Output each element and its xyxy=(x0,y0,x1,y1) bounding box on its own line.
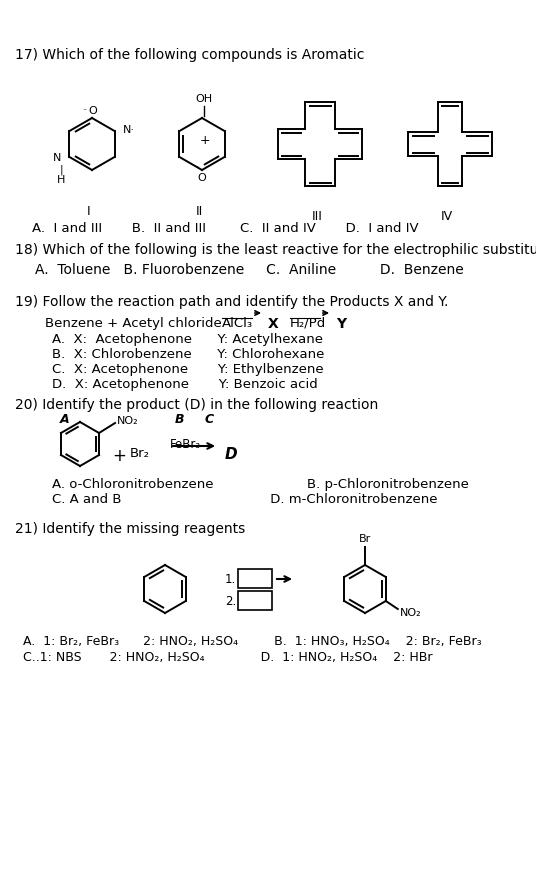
Text: III: III xyxy=(311,210,323,222)
Text: ··: ·· xyxy=(204,163,210,172)
Text: O: O xyxy=(88,106,98,116)
Text: ··: ·· xyxy=(83,106,87,115)
Text: 1.: 1. xyxy=(225,572,236,586)
Text: Br₂: Br₂ xyxy=(130,447,150,460)
Text: A.  1: Br₂, FeBr₃      2: HNO₂, H₂SO₄         B.  1: HNO₃, H₂SO₄    2: Br₂, FeBr: A. 1: Br₂, FeBr₃ 2: HNO₂, H₂SO₄ B. 1: HN… xyxy=(15,634,482,648)
Text: +: + xyxy=(200,135,210,147)
Text: D.  X: Acetophenone       Y: Benzoic acid: D. X: Acetophenone Y: Benzoic acid xyxy=(35,377,318,391)
Text: 2.: 2. xyxy=(225,595,236,607)
Text: C. A and B                                   D. m-Chloronitrobenzene: C. A and B D. m-Chloronitrobenzene xyxy=(35,493,437,505)
Text: Br: Br xyxy=(359,533,371,543)
Text: X: X xyxy=(268,316,279,330)
Text: OH: OH xyxy=(196,94,213,104)
Text: D: D xyxy=(225,447,237,462)
Text: C: C xyxy=(205,413,214,425)
Text: A.  I and III       B.  II and III        C.  II and IV       D.  I and IV: A. I and III B. II and III C. II and IV … xyxy=(15,222,419,235)
Text: 17) Which of the following compounds is Aromatic: 17) Which of the following compounds is … xyxy=(15,48,364,62)
Text: AlCl₃: AlCl₃ xyxy=(222,316,253,330)
Text: N: N xyxy=(53,152,62,163)
Text: O: O xyxy=(198,173,206,183)
Bar xyxy=(238,591,272,610)
Text: FeBr₃: FeBr₃ xyxy=(170,438,201,450)
Text: |: | xyxy=(59,165,63,175)
Text: H₂/Pd: H₂/Pd xyxy=(290,316,326,330)
Bar xyxy=(238,570,272,588)
Text: NO₂: NO₂ xyxy=(117,416,139,425)
Text: H: H xyxy=(57,175,66,185)
Text: I: I xyxy=(87,205,91,218)
Text: N·: N· xyxy=(123,125,135,135)
Text: NO₂: NO₂ xyxy=(400,607,421,618)
Text: Y: Y xyxy=(336,316,346,330)
Text: B.  X: Chlorobenzene      Y: Chlorohexane: B. X: Chlorobenzene Y: Chlorohexane xyxy=(35,347,324,361)
Text: 21) Identify the missing reagents: 21) Identify the missing reagents xyxy=(15,522,245,535)
Text: 19) Follow the reaction path and identify the Products X and Y.: 19) Follow the reaction path and identif… xyxy=(15,295,449,308)
Text: +: + xyxy=(112,447,126,464)
Text: 18) Which of the following is the least reactive for the electrophilic substitut: 18) Which of the following is the least … xyxy=(15,243,536,257)
Text: 20) Identify the product (D) in the following reaction: 20) Identify the product (D) in the foll… xyxy=(15,398,378,411)
Text: C.  X: Acetophenone       Y: Ethylbenzene: C. X: Acetophenone Y: Ethylbenzene xyxy=(35,362,324,376)
Text: Benzene + Acetyl chloride: Benzene + Acetyl chloride xyxy=(45,316,222,330)
Text: A.  X:  Acetophenone      Y: Acetylhexane: A. X: Acetophenone Y: Acetylhexane xyxy=(35,332,323,346)
Text: IV: IV xyxy=(441,210,453,222)
Text: B: B xyxy=(175,413,184,425)
Text: II: II xyxy=(196,205,203,218)
Text: A.  Toluene   B. Fluorobenzene     C.  Aniline          D.  Benzene: A. Toluene B. Fluorobenzene C. Aniline D… xyxy=(35,263,464,276)
Text: ··: ·· xyxy=(195,163,199,172)
Text: A. o-Chloronitrobenzene                      B. p-Chloronitrobenzene: A. o-Chloronitrobenzene B. p-Chloronitro… xyxy=(35,478,469,491)
Text: A: A xyxy=(60,413,70,425)
Text: C..1: NBS       2: HNO₂, H₂SO₄              D.  1: HNO₂, H₂SO₄    2: HBr: C..1: NBS 2: HNO₂, H₂SO₄ D. 1: HNO₂, H₂S… xyxy=(15,650,433,664)
